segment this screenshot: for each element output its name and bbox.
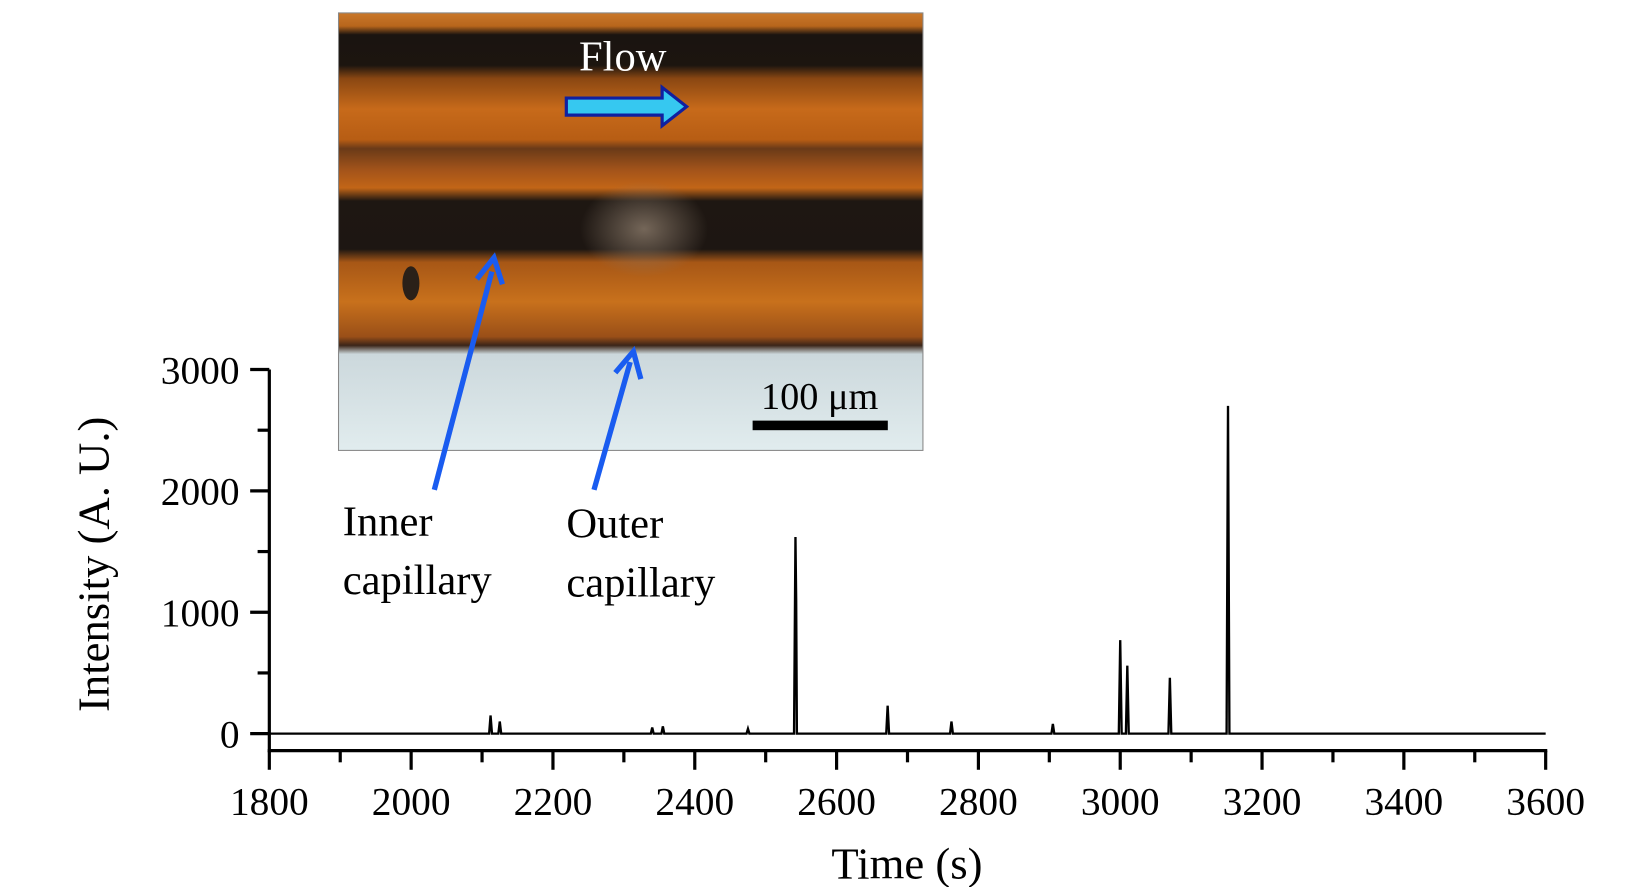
y-tick-label: 1000 xyxy=(161,591,240,635)
x-tick-label: 2000 xyxy=(372,779,451,823)
x-tick-label: 2800 xyxy=(939,779,1018,823)
speck xyxy=(402,266,420,301)
y-tick-label: 0 xyxy=(220,712,240,756)
inner-arrowhead xyxy=(474,252,505,286)
outer-label: Outer xyxy=(566,501,663,548)
y-tick-label: 3000 xyxy=(161,348,240,392)
data-line xyxy=(269,405,1546,735)
x-tick-label: 1800 xyxy=(230,779,309,823)
outer-arrow xyxy=(591,361,633,491)
x-tick-label: 3600 xyxy=(1506,779,1585,823)
plot: 0 1000 2000 3000 1800 2000 2200 2400 2600 2800 300… xyxy=(161,348,1585,823)
x-tick-label: 3200 xyxy=(1223,779,1302,823)
x-tick-label: 3400 xyxy=(1364,779,1443,823)
x-tick-label: 2400 xyxy=(655,779,734,823)
flow-arrow xyxy=(564,84,690,130)
scale-bar-label: 100 μm xyxy=(761,376,879,418)
inner-arrow xyxy=(431,270,495,491)
outer-label: capillary xyxy=(566,559,716,606)
pointer-arrows xyxy=(431,252,644,491)
x-axis-label: Time (s) xyxy=(831,838,982,887)
x-tick-label: 2200 xyxy=(514,779,593,823)
glow xyxy=(580,181,708,277)
inner-label: Inner xyxy=(343,499,433,546)
outer-arrowhead xyxy=(613,345,644,380)
inner-label: capillary xyxy=(343,557,493,604)
inset-photo: Flow 100 μm Inner capillary Outer capill… xyxy=(337,12,924,606)
y-axis-label: Intensity (A. U.) xyxy=(69,417,119,712)
y-tick-label: 2000 xyxy=(161,470,240,514)
x-tick-label: 3000 xyxy=(1081,779,1160,823)
scale-bar xyxy=(752,420,888,431)
x-tick-label: 2600 xyxy=(797,779,876,823)
flow-label: Flow xyxy=(579,33,667,80)
